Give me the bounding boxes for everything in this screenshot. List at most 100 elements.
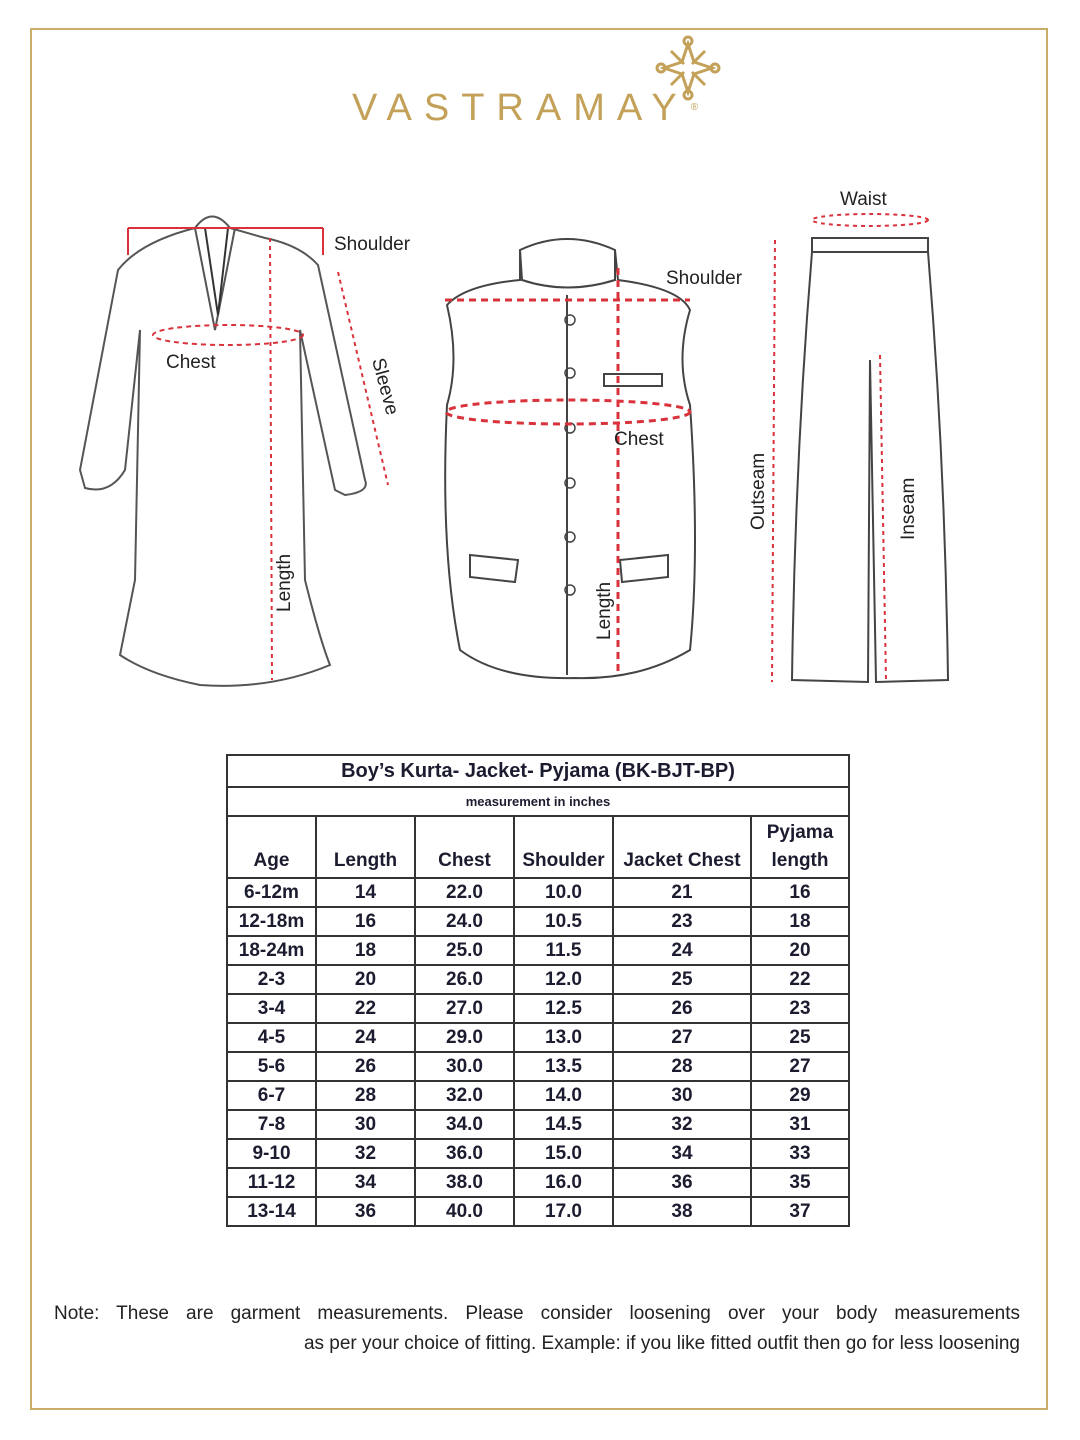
table-row: 9-10 32 36.0 15.0 34 33 [226,1138,850,1169]
table-cell: 16 [315,906,416,937]
table-row: 3-4 22 27.0 12.5 26 23 [226,993,850,1024]
jacket-chest-line [444,398,692,426]
table-cell: 30 [315,1109,416,1140]
table-cell: 23 [750,993,850,1024]
brand-logo-wrap: VASTRAMAY ® [352,86,698,130]
page-border [30,28,1048,1410]
table-cell: 30.0 [414,1051,515,1082]
brand-logo: VASTRAMAY [352,87,689,129]
table-row: 6-7 28 32.0 14.0 30 29 [226,1080,850,1111]
size-chart-table: Boy’s Kurta- Jacket- Pyjama (BK-BJT-BP) … [226,754,850,1227]
table-cell: 29 [750,1080,850,1111]
table-cell: 25.0 [414,935,515,966]
kurta-chest-line [152,324,304,346]
header-pyjama-length: Pyjama length [750,815,850,879]
table-cell: 37 [750,1196,850,1227]
pyjama-waist-line [811,213,929,227]
kurta-length-line [269,237,273,681]
table-row: 13-14 36 40.0 17.0 38 37 [226,1196,850,1227]
table-cell: 34 [612,1138,752,1169]
table-cell: 25 [750,1022,850,1053]
note-line-2: as per your choice of fitting. Example: … [303,1333,1020,1354]
table-cell: 21 [612,877,752,908]
table-cell: 26 [612,993,752,1024]
table-cell: 31 [750,1109,850,1140]
table-cell: 16.0 [513,1167,614,1198]
table-cell: 40.0 [414,1196,515,1227]
pyjama-waist-label: Waist [840,189,888,210]
jacket-shoulder-label: Shoulder [666,268,743,289]
table-cell: 22 [315,993,416,1024]
brand-flower-icon [655,35,721,101]
table-row: 6-12m 14 22.0 10.0 21 16 [226,877,850,908]
garment-diagram: Shoulder Chest Sleeve Length Shoulder Ch… [78,189,950,687]
table-cell: 18 [750,906,850,937]
header-shoulder: Shoulder [513,815,614,879]
jacket-chest-label: Chest [614,429,664,450]
table-cell: 32.0 [414,1080,515,1111]
table-cell: 23 [612,906,752,937]
table-cell: 18 [315,935,416,966]
table-cell: 33 [750,1138,850,1169]
table-cell: 30 [612,1080,752,1111]
table-row: 18-24m 18 25.0 11.5 24 20 [226,935,850,966]
table-row: 5-6 26 30.0 13.5 28 27 [226,1051,850,1082]
table-cell: 38.0 [414,1167,515,1198]
table-cell: 2-3 [226,964,317,995]
table-cell: 26.0 [414,964,515,995]
table-cell: 24.0 [414,906,515,937]
header-length: Length [315,815,416,879]
table-cell: 12.5 [513,993,614,1024]
table-cell: 22 [750,964,850,995]
registered-mark: ® [690,102,699,113]
table-row: 11-12 34 38.0 16.0 36 35 [226,1167,850,1198]
pyjama-drawing [790,237,950,684]
table-cell: 24 [612,935,752,966]
table-row: 12-18m 16 24.0 10.5 23 18 [226,906,850,937]
table-cell: 22.0 [414,877,515,908]
table-cell: 13.0 [513,1022,614,1053]
table-cell: 3-4 [226,993,317,1024]
table-cell: 32 [612,1109,752,1140]
kurta-chest-label: Chest [166,352,216,373]
table-cell: 17.0 [513,1196,614,1227]
table-cell: 25 [612,964,752,995]
table-cell: 12.0 [513,964,614,995]
header-chest: Chest [414,815,515,879]
note-line-1: Note: These are garment measurements. Pl… [54,1303,1020,1324]
table-cell: 7-8 [226,1109,317,1140]
pyjama-outseam-label: Outseam [748,453,769,530]
header-age: Age [226,815,317,879]
kurta-drawing [78,215,367,687]
table-cell: 10.5 [513,906,614,937]
table-cell: 10.0 [513,877,614,908]
pyjama-outseam-line [771,239,776,683]
kurta-shoulder-label: Shoulder [334,234,411,255]
table-cell: 13.5 [513,1051,614,1082]
table-row: 2-3 20 26.0 12.0 25 22 [226,964,850,995]
table-cell: 15.0 [513,1138,614,1169]
table-subtitle: measurement in inches [226,786,850,817]
table-cell: 26 [315,1051,416,1082]
table-cell: 35 [750,1167,850,1198]
table-cell: 5-6 [226,1051,317,1082]
table-cell: 20 [750,935,850,966]
table-header-row: Age Length Chest Shoulder Jacket Chest P… [226,815,850,879]
table-cell: 36.0 [414,1138,515,1169]
table-cell: 12-18m [226,906,317,937]
table-cell: 18-24m [226,935,317,966]
table-cell: 28 [315,1080,416,1111]
table-cell: 20 [315,964,416,995]
kurta-shoulder-line [127,227,324,255]
table-cell: 32 [315,1138,416,1169]
table-cell: 36 [612,1167,752,1198]
table-title: Boy’s Kurta- Jacket- Pyjama (BK-BJT-BP) [226,754,850,788]
table-cell: 4-5 [226,1022,317,1053]
table-cell: 27 [750,1051,850,1082]
table-cell: 9-10 [226,1138,317,1169]
table-cell: 13-14 [226,1196,317,1227]
table-cell: 34 [315,1167,416,1198]
table-cell: 14 [315,877,416,908]
table-cell: 16 [750,877,850,908]
table-cell: 28 [612,1051,752,1082]
